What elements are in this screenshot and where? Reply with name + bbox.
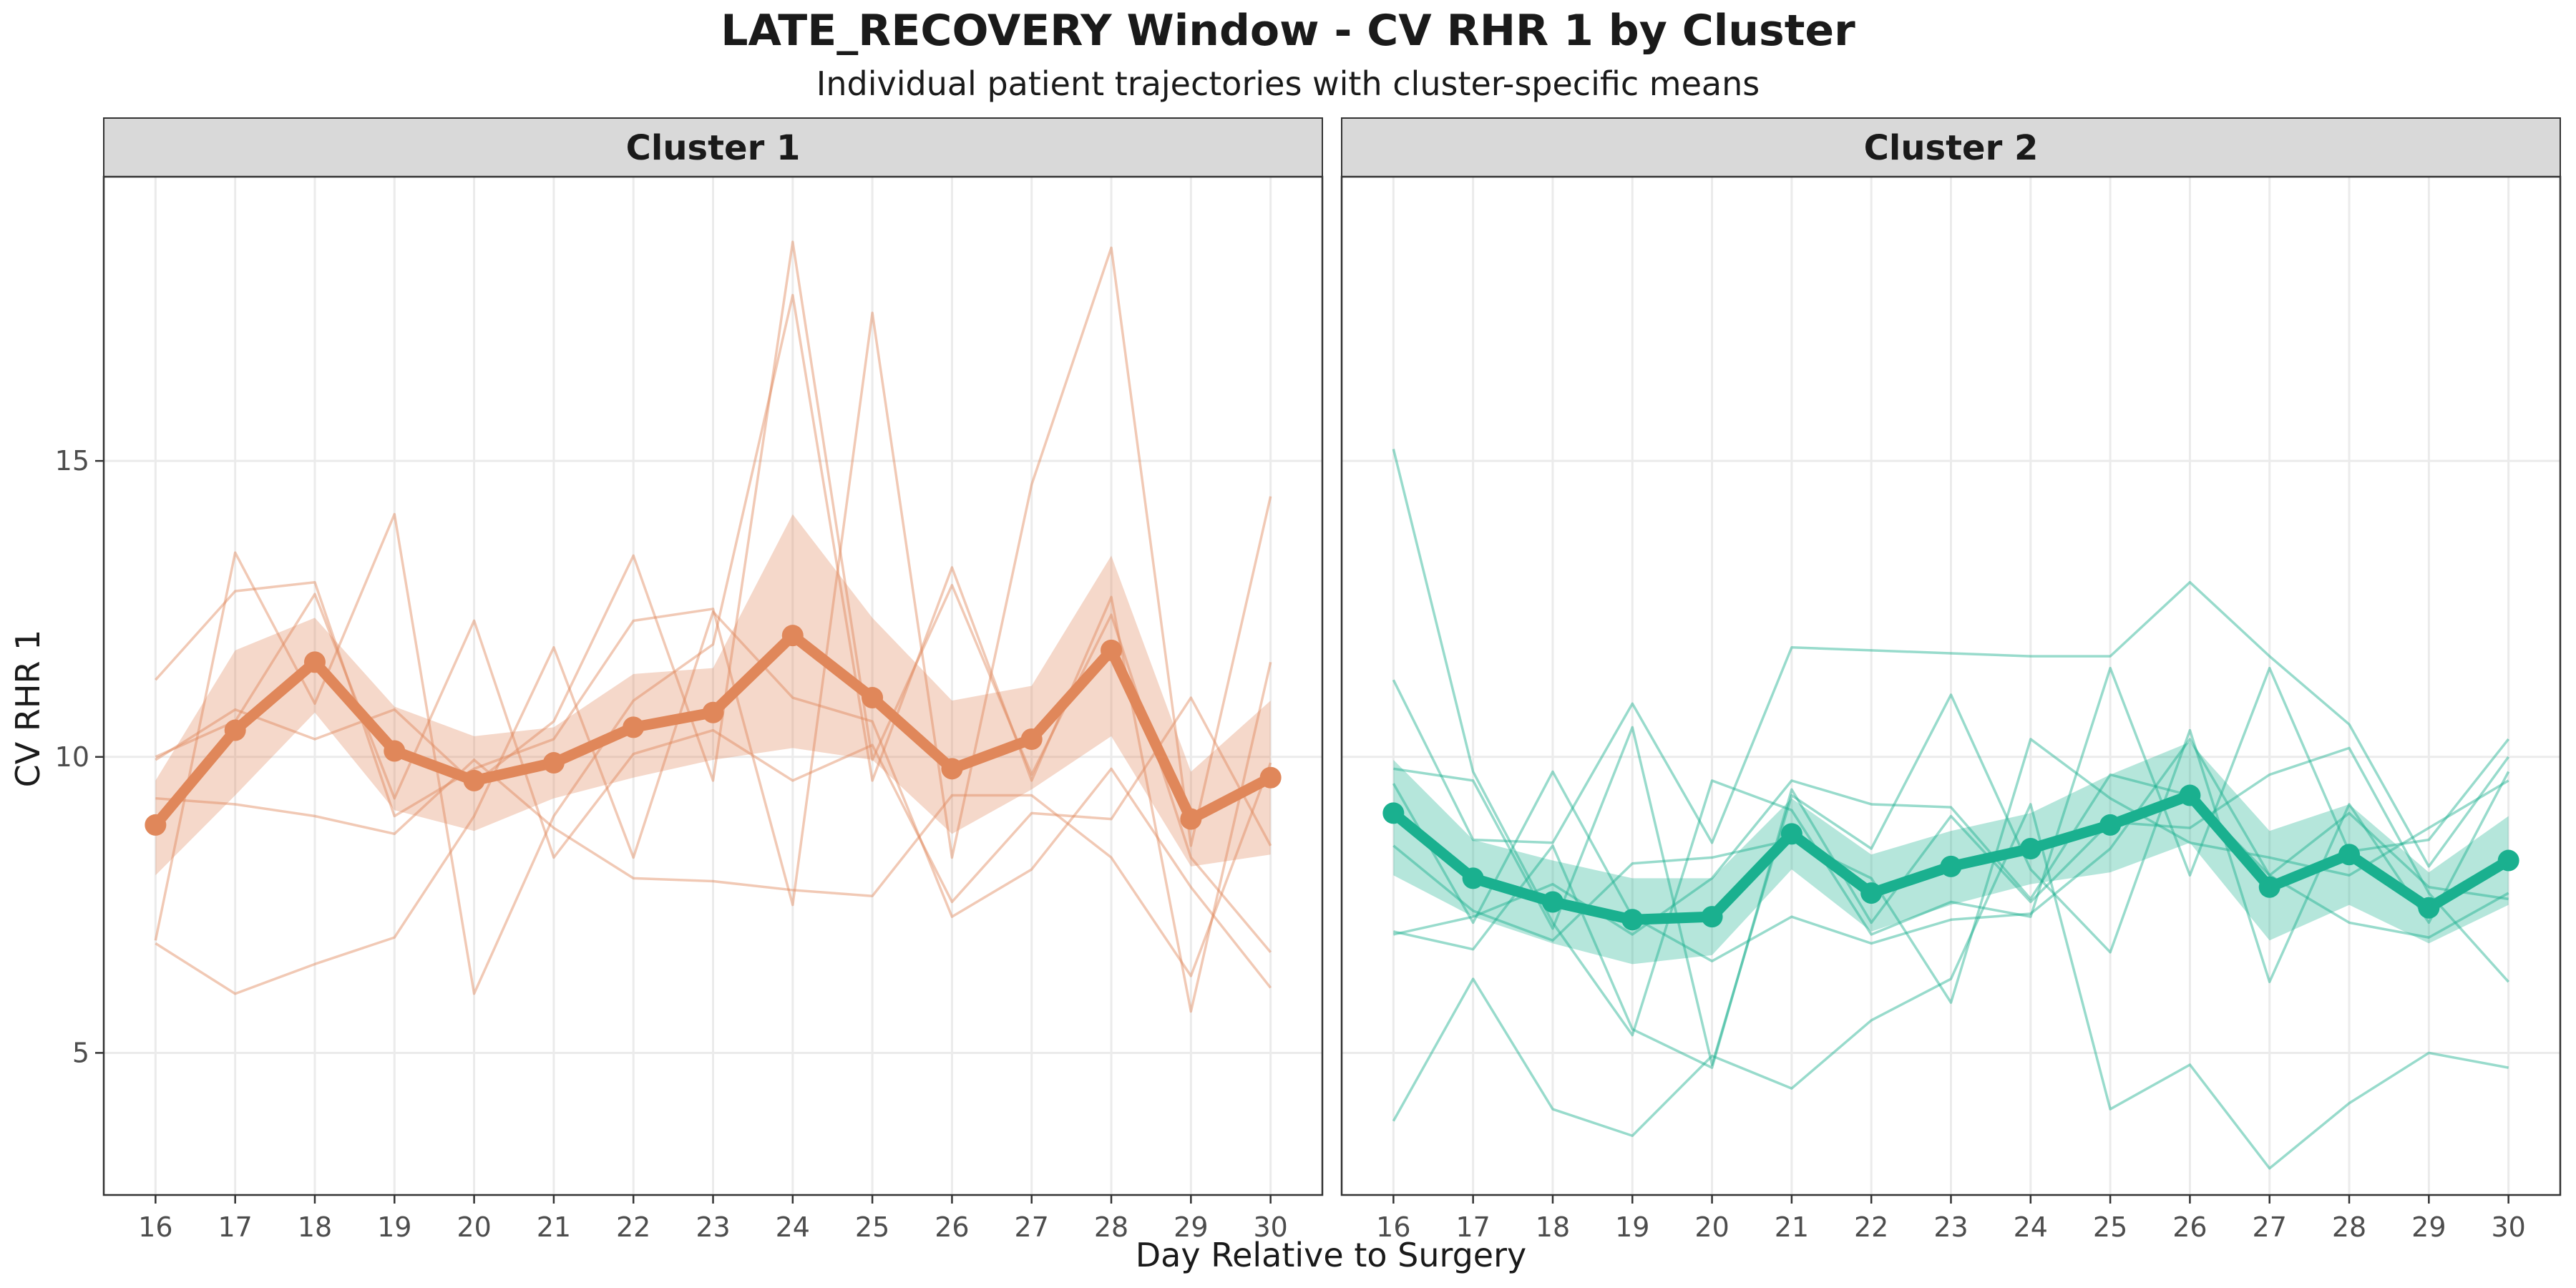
mean-confidence-ribbon [155, 514, 1271, 876]
x-tick-label: 30 [1253, 1211, 1287, 1243]
cluster-mean-point [1940, 855, 1962, 877]
x-tick-label: 16 [138, 1211, 172, 1243]
individual-trajectory-line [155, 246, 1272, 907]
cluster-mean-point [2099, 814, 2122, 836]
x-tick-label: 17 [1455, 1211, 1490, 1243]
individual-trajectory-line [1392, 449, 2510, 1037]
cluster-mean-point [702, 701, 724, 723]
cluster-mean-point [2418, 897, 2440, 919]
cluster-mean-point [781, 625, 804, 647]
facet-strip-label: Cluster 2 [1864, 128, 2039, 168]
cluster-mean-point [303, 651, 326, 673]
x-tick-label: 21 [537, 1211, 571, 1243]
facet-strip [103, 117, 1323, 177]
x-tick-label: 30 [2491, 1211, 2525, 1243]
cluster-mean-point [862, 687, 884, 709]
x-tick-label: 23 [696, 1211, 730, 1243]
cluster-mean-point [1180, 808, 1202, 830]
x-tick-label: 16 [1376, 1211, 1410, 1243]
cluster-mean-point [2179, 784, 2201, 806]
x-tick-label: 29 [2411, 1211, 2446, 1243]
cluster-mean-point [1382, 802, 1405, 824]
individual-trajectory-line [1392, 580, 2510, 868]
x-tick-label: 24 [776, 1211, 810, 1243]
cluster-mean-point [224, 719, 246, 741]
x-tick-label: 20 [457, 1211, 491, 1243]
cluster-mean-point [1020, 728, 1043, 750]
x-tick-label: 19 [377, 1211, 411, 1243]
x-tick-label: 17 [218, 1211, 252, 1243]
cluster-mean-point [2497, 849, 2519, 872]
facet-strip-label: Cluster 1 [626, 128, 801, 168]
cluster-mean-point [2338, 844, 2361, 866]
x-tick-label: 19 [1615, 1211, 1649, 1243]
cluster-mean-point [1259, 766, 1282, 789]
individual-trajectory-line [154, 293, 1272, 1013]
individual-trajectory-line [155, 240, 1272, 953]
y-axis-label: CV RHR 1 [9, 630, 47, 788]
individual-trajectory-line [1392, 803, 2509, 1170]
cluster-mean-point [542, 752, 565, 774]
cluster-mean-point [941, 758, 963, 780]
x-tick-label: 22 [1854, 1211, 1888, 1243]
x-tick-label: 26 [2172, 1211, 2207, 1243]
chart-subtitle: Individual patient trajectories with clu… [816, 64, 1760, 103]
cluster-mean-point [1621, 909, 1644, 931]
x-tick-label: 26 [935, 1211, 969, 1243]
cluster-mean-point [623, 716, 645, 738]
cluster-mean-point [1860, 882, 1883, 904]
x-tick-label: 29 [1174, 1211, 1208, 1243]
x-tick-label: 23 [1933, 1211, 1968, 1243]
cluster-mean-point [145, 814, 167, 836]
chart-title: LATE_RECOVERY Window - CV RHR 1 by Clust… [721, 6, 1855, 56]
x-tick-label: 22 [616, 1211, 650, 1243]
mean-confidence-ribbon [1393, 742, 2509, 965]
x-tick-label: 24 [2014, 1211, 2048, 1243]
cluster-mean-point [1541, 891, 1563, 913]
x-tick-label: 27 [1015, 1211, 1049, 1243]
y-tick-label: 10 [55, 741, 89, 773]
cluster-mean-point [2019, 838, 2041, 860]
cluster-mean-point [384, 740, 406, 762]
cluster-mean-point [1780, 823, 1802, 845]
x-tick-label: 27 [2253, 1211, 2287, 1243]
facet-strip [1341, 117, 2561, 177]
x-tick-label: 28 [2332, 1211, 2366, 1243]
cluster-mean-point [463, 769, 485, 791]
x-tick-label: 21 [1775, 1211, 1809, 1243]
x-tick-label: 18 [1536, 1211, 1570, 1243]
x-tick-label: 25 [2093, 1211, 2127, 1243]
cluster-mean-point [1701, 906, 1723, 928]
individual-trajectory-line [155, 758, 1272, 977]
individual-trajectory-line [1392, 738, 2509, 962]
cluster-mean-point [1462, 867, 1484, 889]
individual-trajectory-line [155, 592, 1272, 904]
x-tick-label: 20 [1694, 1211, 1729, 1243]
y-tick-label: 5 [72, 1037, 89, 1068]
individual-trajectory-line [1392, 773, 2509, 936]
cluster-mean-point [1101, 639, 1123, 661]
x-tick-label: 18 [298, 1211, 332, 1243]
individual-trajectory-line [155, 610, 1272, 995]
cluster-mean-point [2258, 876, 2280, 898]
x-tick-label: 28 [1094, 1211, 1128, 1243]
y-tick-label: 15 [55, 445, 89, 477]
x-tick-label: 25 [855, 1211, 889, 1243]
x-axis-label: Day Relative to Surgery [1136, 1236, 1526, 1274]
